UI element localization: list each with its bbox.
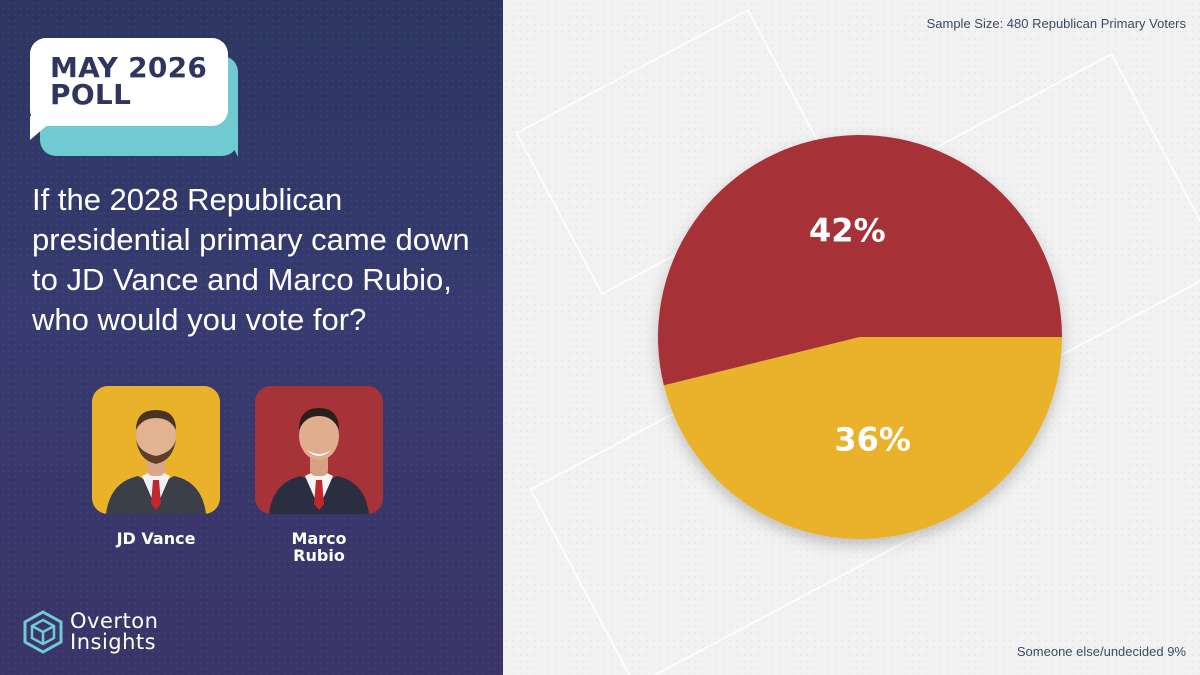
pie-slice-label-0: 42% <box>809 212 886 250</box>
pie-labels: 42% 36% <box>809 212 911 459</box>
badge-shadow-tail <box>226 133 238 157</box>
logo-word-overton: Overton <box>70 609 159 633</box>
rubio-photo <box>255 386 383 514</box>
poll-question: If the 2028 Republican presidential prim… <box>32 182 470 337</box>
overton-logo: Overton Insights <box>22 608 222 658</box>
rubio-name-line-1: Marco <box>291 529 347 548</box>
footnote-undecided: Someone else/undecided 9% <box>1016 644 1186 659</box>
sample-size: Sample Size: 480 Republican Primary Vote… <box>926 16 1186 31</box>
pie-chart: 42% 36% <box>658 134 1062 539</box>
vance-name: JD Vance <box>92 530 220 547</box>
vance-photo <box>92 386 220 514</box>
left-panel: MAY 2026 POLL If the 2028 Republican pre… <box>0 0 503 675</box>
pie-slice-0 <box>658 134 1062 386</box>
logo-word-insights: Insights <box>70 630 157 654</box>
right-panel: Sample Size: 480 Republican Primary Vote… <box>503 0 1200 675</box>
pie-slice-label-1: 36% <box>834 420 911 458</box>
badge-line-2: POLL <box>50 78 132 111</box>
candidate-vance: JD Vance <box>92 386 220 547</box>
badge-card-tail <box>30 116 58 140</box>
badge-text: MAY 2026 POLL <box>50 51 230 111</box>
vance-portrait-icon <box>106 410 206 514</box>
rubio-name-line-2: Rubio <box>293 546 345 565</box>
vance-name-text: JD Vance <box>116 529 196 548</box>
hexagon-cube-icon <box>23 610 63 654</box>
badge-line-1: MAY 2026 <box>50 51 208 84</box>
pie-slices <box>658 134 1062 539</box>
pie-slice-1 <box>663 337 1062 539</box>
poll-badge: MAY 2026 POLL <box>30 38 240 158</box>
candidate-rubio: Marco Rubio <box>255 386 383 564</box>
rubio-name: Marco Rubio <box>255 530 383 564</box>
badge-card <box>30 38 228 126</box>
rubio-portrait-icon <box>269 408 369 514</box>
